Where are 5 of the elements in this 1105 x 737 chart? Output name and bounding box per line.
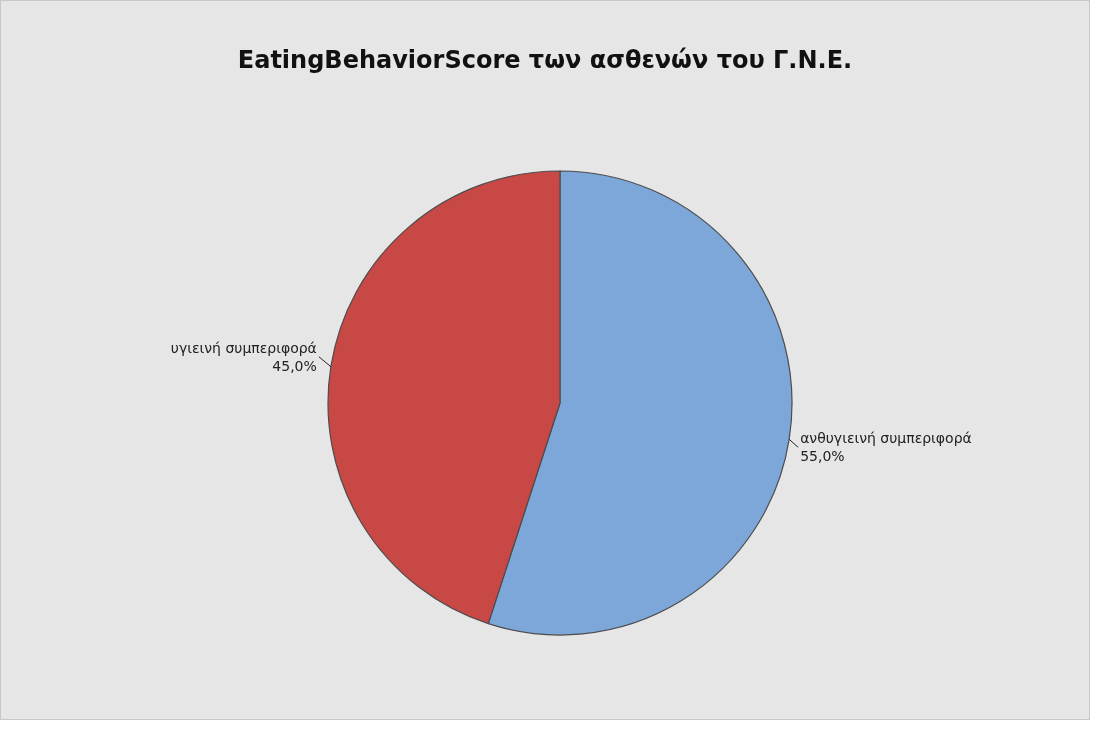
- slice-label: υγιεινή συμπεριφορά: [170, 339, 317, 356]
- chart-title: EatingBehaviorScore των ασθενών του Γ.Ν.Ε.: [237, 46, 853, 74]
- data-label: 55,0%: [800, 448, 845, 465]
- slice-label: ανθυγιεινή συμπεριφορά: [800, 430, 972, 447]
- data-label: 45,0%: [272, 357, 317, 374]
